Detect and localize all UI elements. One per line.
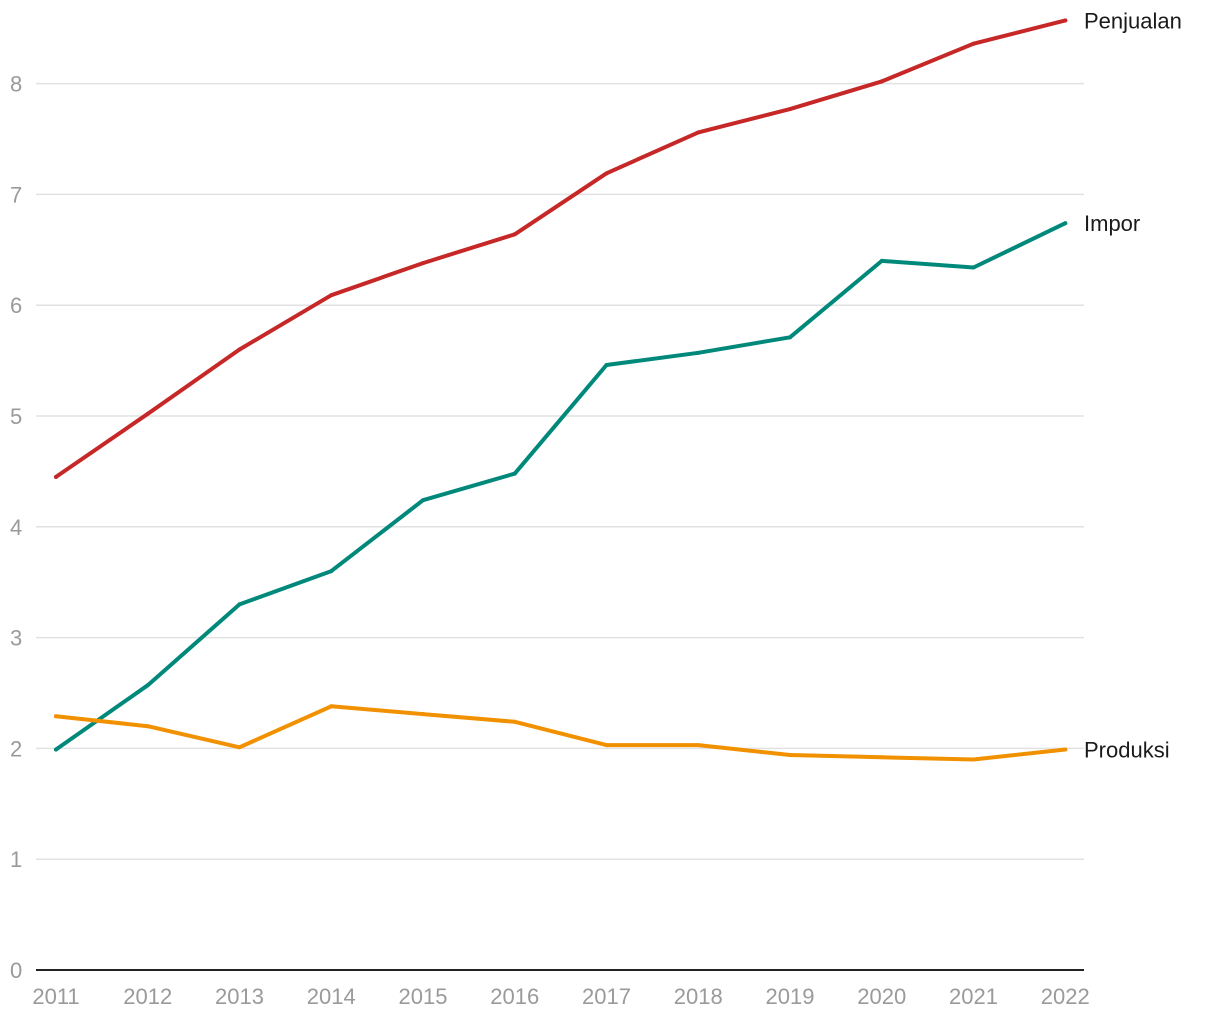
y-tick-label: 4 <box>10 515 22 540</box>
data-point-impor <box>1063 221 1068 226</box>
data-point-penjualan <box>1063 18 1068 23</box>
data-point-penjualan <box>604 171 609 176</box>
y-tick-label: 0 <box>10 958 22 983</box>
series-label-impor: Impor <box>1084 211 1140 236</box>
y-tick-label: 5 <box>10 404 22 429</box>
data-point-produksi <box>879 755 884 760</box>
x-tick-label: 2012 <box>123 984 172 1009</box>
y-tick-label: 8 <box>10 72 22 97</box>
data-point-impor <box>145 683 150 688</box>
data-point-produksi <box>696 743 701 748</box>
y-tick-label: 3 <box>10 626 22 651</box>
y-tick-label: 7 <box>10 182 22 207</box>
data-point-produksi <box>971 757 976 762</box>
data-point-impor <box>421 498 425 503</box>
data-point-impor <box>54 747 58 752</box>
series-labels: Penjualan Impor Produksi <box>1084 8 1182 762</box>
x-tick-label: 2017 <box>582 984 631 1009</box>
data-point-penjualan <box>145 411 150 416</box>
x-tick-label: 2016 <box>490 984 539 1009</box>
data-point-impor <box>512 471 517 476</box>
data-point-impor <box>604 363 609 368</box>
data-point-penjualan <box>512 232 517 237</box>
data-point-impor <box>237 602 242 607</box>
data-point-produksi <box>1063 747 1068 752</box>
data-point-impor <box>971 265 976 270</box>
data-point-penjualan <box>879 79 884 84</box>
y-tick-label: 2 <box>10 736 22 761</box>
gridlines <box>36 82 1084 860</box>
data-point-impor <box>879 258 884 263</box>
data-point-produksi <box>512 719 517 724</box>
series-line-produksi <box>54 704 1068 762</box>
x-tick-label: 2021 <box>949 984 998 1009</box>
x-tick-label: 2015 <box>399 984 448 1009</box>
series-label-penjualan: Penjualan <box>1084 8 1182 33</box>
y-tick-label: 6 <box>10 293 22 318</box>
y-axis-ticks: 0 1 2 3 4 5 6 7 8 <box>10 72 22 983</box>
y-tick-label: 1 <box>10 847 22 872</box>
data-point-impor <box>788 335 792 340</box>
x-tick-label: 2019 <box>766 984 815 1009</box>
data-point-produksi <box>604 743 609 748</box>
data-point-penjualan <box>971 41 976 46</box>
data-point-penjualan <box>329 293 334 298</box>
data-point-impor <box>329 569 334 574</box>
x-tick-label: 2022 <box>1041 984 1090 1009</box>
series-lines <box>54 18 1068 762</box>
series-line-impor <box>54 221 1068 752</box>
data-point-penjualan <box>788 107 792 112</box>
x-tick-label: 2014 <box>307 984 356 1009</box>
data-point-penjualan <box>54 474 58 479</box>
data-point-penjualan <box>696 130 701 135</box>
x-tick-label: 2020 <box>857 984 906 1009</box>
data-point-penjualan <box>237 347 242 352</box>
data-point-penjualan <box>421 261 425 266</box>
data-point-produksi <box>329 704 334 709</box>
data-point-produksi <box>54 714 58 719</box>
x-tick-label: 2013 <box>215 984 264 1009</box>
series-line-penjualan <box>54 18 1068 479</box>
data-point-produksi <box>237 745 242 750</box>
data-point-produksi <box>421 712 425 717</box>
data-point-produksi <box>788 753 792 758</box>
series-label-produksi: Produksi <box>1084 738 1170 763</box>
data-point-impor <box>696 350 701 355</box>
x-tick-label: 2018 <box>674 984 723 1009</box>
data-point-produksi <box>145 724 150 729</box>
x-tick-label: 2011 <box>32 984 79 1009</box>
x-axis-ticks: 2011 2012 2013 2014 2015 2016 2017 2018 2019 2020… <box>32 984 1089 1009</box>
